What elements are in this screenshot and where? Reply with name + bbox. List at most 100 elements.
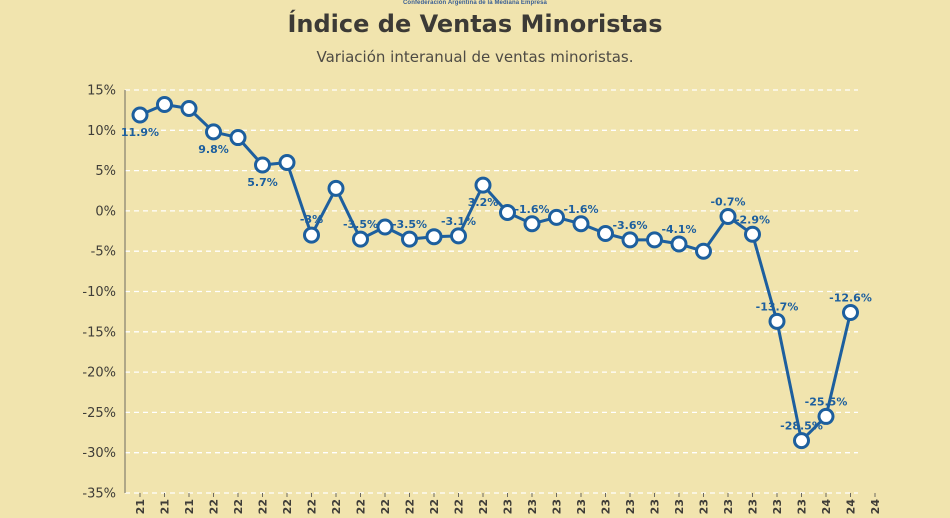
data-point (842, 303, 859, 321)
data-point (205, 123, 222, 141)
data-label: -3.5% (343, 218, 378, 231)
x-tick-label: 23 (551, 499, 564, 514)
y-tick-label: -20% (82, 366, 116, 381)
series-polyline (139, 103, 852, 443)
data-point (817, 407, 835, 425)
y-tick-label: -15% (82, 325, 116, 340)
x-tick-label: 23 (526, 499, 539, 514)
data-label: 11.9% (121, 126, 159, 139)
y-tick-label: 10% (87, 124, 116, 139)
data-point (695, 242, 712, 260)
data-label: -28.5% (780, 420, 823, 433)
data-point (523, 215, 541, 233)
x-tick-label: 22 (257, 499, 270, 514)
data-point (450, 227, 467, 245)
data-point (499, 204, 516, 222)
data-point (646, 231, 663, 249)
x-tick-label: 22 (330, 499, 343, 514)
x-tick-label: 22 (477, 499, 490, 514)
x-tick-label: 23 (673, 499, 686, 514)
x-tick-label: 23 (771, 499, 784, 514)
x-tick-label: 22 (232, 499, 245, 514)
chart-title: Índice de Ventas Minoristas (287, 10, 663, 38)
data-point (352, 230, 369, 248)
x-tick-label: 21 (159, 499, 172, 514)
x-tick-label: 24 (869, 499, 882, 515)
data-label: -3.5% (392, 218, 427, 231)
data-point (156, 96, 173, 114)
data-point (744, 225, 761, 243)
x-tick-label: 22 (404, 499, 417, 514)
data-label: -1.6% (563, 203, 598, 216)
grid-lines (125, 89, 858, 494)
x-tick-label: 23 (575, 499, 588, 514)
y-tick-label: -10% (82, 285, 116, 300)
data-point (254, 156, 271, 174)
x-tick-label: 23 (796, 499, 809, 514)
data-point (572, 215, 590, 233)
y-tick-label: -30% (82, 446, 116, 461)
data-point (376, 218, 394, 236)
x-tick-label: 24 (820, 499, 833, 515)
data-point (597, 224, 614, 242)
y-tick-label: 0% (95, 204, 116, 219)
x-tick-label: 22 (428, 499, 441, 514)
data-point (793, 432, 810, 450)
source-caption: Confederación Argentina de la Mediana Em… (403, 0, 547, 6)
x-tick-label: 21 (134, 499, 147, 514)
data-label: 3.2% (468, 196, 499, 209)
x-axis: 21 21 21 22 22 22 22 22 22 22 22 22 22 22 22 23 23 23 23 23… (134, 493, 882, 514)
x-tick-label: 22 (208, 499, 221, 514)
data-point (131, 106, 149, 124)
data-label: -1.6% (514, 203, 549, 216)
data-label: -25.5% (805, 395, 848, 408)
y-tick-label: 5% (95, 164, 116, 179)
x-tick-label: 22 (306, 499, 319, 514)
data-label: -3.1% (441, 215, 476, 228)
data-point (719, 208, 737, 226)
x-tick-label: 23 (747, 499, 760, 514)
data-point (474, 176, 492, 194)
x-tick-label: 21 (183, 499, 196, 514)
y-tick-label: -35% (82, 487, 116, 502)
data-label: 5.7% (247, 176, 278, 189)
y-tick-label: -25% (82, 406, 116, 421)
data-label: -0.7% (710, 196, 745, 209)
x-tick-label: 23 (722, 499, 735, 514)
series-line (131, 96, 859, 450)
data-label: -3.6% (612, 219, 647, 232)
data-point (401, 230, 418, 248)
data-point (229, 129, 247, 147)
x-tick-label: 23 (698, 499, 711, 514)
data-point (670, 235, 688, 253)
data-point (303, 226, 320, 244)
data-point (768, 312, 786, 330)
data-label: -13.7% (756, 300, 799, 313)
data-point (327, 179, 345, 197)
data-point (278, 154, 296, 172)
y-tick-label: -5% (91, 245, 116, 260)
data-point (425, 228, 443, 246)
x-tick-label: 22 (281, 499, 294, 514)
data-point (621, 231, 639, 249)
data-label: -2.9% (735, 213, 770, 226)
x-tick-label: 23 (649, 499, 662, 514)
data-label: -12.6% (829, 291, 872, 304)
data-label: -4.1% (661, 223, 696, 236)
x-tick-label: 24 (845, 499, 858, 515)
x-tick-label: 22 (379, 499, 392, 514)
y-axis: 15% 10% 5% 0% -5% -10% -15% -20% -25% -30% -35% (82, 84, 126, 502)
data-labels: 11.9% 9.8% 5.7% -3% -3.5% -3.5% -3.1% 3.2% -1.6%… (121, 126, 872, 433)
x-tick-label: 22 (355, 499, 368, 514)
chart-subtitle: Variación interanual de ventas minorista… (316, 48, 634, 66)
x-tick-label: 22 (453, 499, 466, 514)
x-tick-label: 23 (502, 499, 515, 514)
data-point (548, 208, 565, 226)
data-point (180, 100, 198, 118)
x-tick-label: 23 (600, 499, 613, 514)
x-tick-label: 23 (624, 499, 637, 514)
data-label: -3% (300, 213, 323, 226)
data-label: 9.8% (198, 143, 229, 156)
y-tick-label: 15% (87, 84, 116, 99)
